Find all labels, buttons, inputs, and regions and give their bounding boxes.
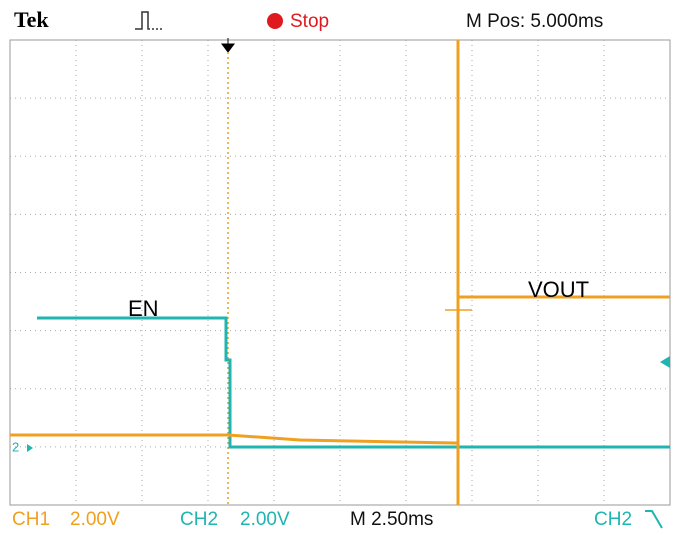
en-label: EN — [128, 296, 159, 321]
ch1-name: CH1 — [12, 509, 50, 530]
brand: Tek — [14, 7, 49, 32]
ch2-marker-arrow — [27, 444, 33, 452]
trigger-marker — [221, 38, 235, 53]
graticule-border — [9, 39, 671, 506]
timebase: M 2.50ms — [350, 509, 433, 530]
vout-label: VOUT — [528, 277, 589, 302]
graticule — [10, 40, 670, 505]
ch2-trace — [37, 316, 670, 449]
position: M Pos: 5.000ms — [466, 11, 603, 32]
stop-dot — [267, 13, 283, 29]
ch1-trace — [10, 40, 670, 505]
ch1-scale: 2.00V — [70, 509, 120, 530]
acquire-icon — [135, 11, 162, 30]
status: Stop — [290, 11, 329, 32]
ch2-name: CH2 — [180, 509, 218, 530]
ch2-scale: 2.00V — [240, 509, 290, 530]
trigger-source: CH2 — [594, 509, 632, 530]
trigger-slope — [645, 510, 663, 529]
trigger-level-arrow — [660, 356, 670, 368]
ch2-marker: 2 — [12, 439, 19, 454]
